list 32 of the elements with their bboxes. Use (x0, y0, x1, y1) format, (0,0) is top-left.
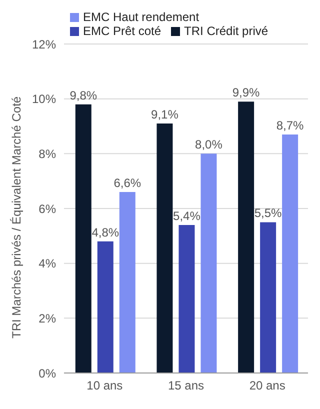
y-tick-label: 2% (38, 311, 56, 326)
bar (238, 102, 254, 373)
legend-label: EMC Prêt coté (83, 24, 162, 38)
y-tick-label: 10% (32, 92, 56, 106)
data-label: 6,6% (114, 176, 142, 190)
data-label: 9,9% (232, 86, 260, 100)
y-tick-label: 8% (38, 146, 56, 161)
bar (75, 104, 92, 373)
x-tick-label: 10 ans (86, 378, 123, 393)
data-label: 8,7% (276, 118, 304, 132)
y-tick-label: 12% (32, 37, 56, 52)
data-label: 4,8% (92, 225, 120, 240)
bar (119, 192, 136, 373)
legend-label: TRI Crédit privé (184, 24, 268, 38)
data-label: 5,4% (173, 208, 201, 223)
x-tick-label: 20 ans (249, 378, 286, 393)
legend-label: EMC Haut rendement (83, 10, 200, 24)
bar (178, 224, 195, 373)
y-tick-label: 6% (38, 202, 56, 216)
x-tick-label: 15 ans (168, 378, 204, 393)
data-label: 9,1% (151, 108, 179, 122)
bar (97, 241, 114, 373)
data-label: 5,5% (254, 206, 282, 220)
data-label: 9,8% (70, 88, 98, 102)
bar (282, 134, 298, 373)
data-label: 8,0% (195, 138, 223, 152)
bar (260, 222, 276, 373)
y-tick-label: 4% (38, 256, 56, 271)
y-axis-title: TRI Marchés privés / Équivalent Marché Coté (9, 96, 24, 338)
bar (156, 124, 173, 373)
y-tick-label: 0% (38, 366, 56, 380)
bar (200, 154, 217, 373)
